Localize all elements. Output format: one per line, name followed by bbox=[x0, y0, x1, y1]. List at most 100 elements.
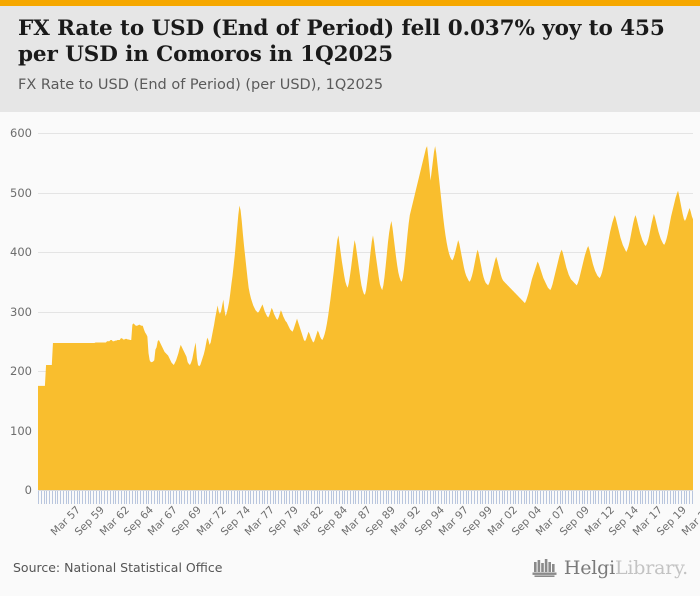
x-axis-tick bbox=[316, 491, 318, 504]
x-axis-tick bbox=[650, 491, 652, 504]
x-axis-tick bbox=[68, 491, 70, 504]
x-axis-tick bbox=[272, 491, 274, 504]
x-axis-tick bbox=[678, 491, 680, 504]
x-axis-tick bbox=[360, 491, 362, 504]
page-title: FX Rate to USD (End of Period) fell 0.03… bbox=[18, 16, 665, 67]
x-axis-tick bbox=[603, 491, 605, 504]
x-axis-tick bbox=[217, 491, 219, 504]
x-axis-tick bbox=[181, 491, 183, 504]
y-axis-tick-label: 500 bbox=[10, 185, 32, 200]
logo-suffix: Library. bbox=[615, 557, 688, 579]
x-axis-tick bbox=[570, 491, 572, 504]
x-axis-tick bbox=[656, 491, 658, 504]
x-axis-tick bbox=[427, 491, 429, 504]
x-axis-tick bbox=[672, 491, 674, 504]
x-axis-tick bbox=[537, 491, 539, 504]
x-axis-tick bbox=[443, 491, 445, 504]
x-axis-tick bbox=[167, 491, 169, 504]
x-axis-tick bbox=[156, 491, 158, 504]
x-axis-tick bbox=[647, 491, 649, 504]
plot-region: 0 100 200 300 400 500 600 bbox=[10, 126, 693, 497]
x-axis-tick bbox=[385, 491, 387, 504]
x-axis-tick bbox=[382, 491, 384, 504]
x-axis-tick bbox=[280, 491, 282, 504]
x-axis-tick bbox=[542, 491, 544, 504]
x-axis-tick bbox=[377, 491, 379, 504]
library-building-icon bbox=[532, 559, 557, 577]
x-axis-tick bbox=[578, 491, 580, 504]
x-axis-tick bbox=[242, 491, 244, 504]
x-axis-tick bbox=[164, 491, 166, 504]
x-axis-tick bbox=[324, 491, 326, 504]
x-axis-tick bbox=[551, 491, 553, 504]
x-axis-tick bbox=[269, 491, 271, 504]
x-axis-tick bbox=[62, 491, 64, 504]
x-axis-tick bbox=[498, 491, 500, 504]
x-axis-tick bbox=[311, 491, 313, 504]
x-axis-tick bbox=[300, 491, 302, 504]
x-axis-tick bbox=[267, 491, 269, 504]
x-axis-tick bbox=[178, 491, 180, 504]
x-axis-tick bbox=[625, 491, 627, 504]
x-axis-tick bbox=[95, 491, 97, 504]
x-axis-tick bbox=[440, 491, 442, 504]
x-axis-tick bbox=[515, 491, 517, 504]
x-axis-tick bbox=[545, 491, 547, 504]
x-axis-tick bbox=[465, 491, 467, 504]
x-axis-tick bbox=[407, 491, 409, 504]
x-axis-tick bbox=[90, 491, 92, 504]
x-axis-tick bbox=[283, 491, 285, 504]
x-axis-tick bbox=[589, 491, 591, 504]
x-axis-tick bbox=[642, 491, 644, 504]
x-axis-tick bbox=[336, 491, 338, 504]
x-axis-tick bbox=[338, 491, 340, 504]
x-axis-tick bbox=[250, 491, 252, 504]
x-axis-tick bbox=[487, 491, 489, 504]
x-axis-tick bbox=[631, 491, 633, 504]
x-axis-tick bbox=[54, 491, 56, 504]
x-axis-tick bbox=[297, 491, 299, 504]
x-axis-tick bbox=[109, 491, 111, 504]
x-axis-tick bbox=[471, 491, 473, 504]
x-axis-tick bbox=[264, 491, 266, 504]
x-axis-tick bbox=[661, 491, 663, 504]
x-axis-tick bbox=[126, 491, 128, 504]
x-axis-tick bbox=[634, 491, 636, 504]
x-axis-tick bbox=[639, 491, 641, 504]
x-axis-tick bbox=[258, 491, 260, 504]
x-axis-tick bbox=[358, 491, 360, 504]
x-axis-tick bbox=[82, 491, 84, 504]
x-axis-tick bbox=[49, 491, 51, 504]
x-axis-tick bbox=[123, 491, 125, 504]
x-axis-tick bbox=[145, 491, 147, 504]
x-axis-tick bbox=[247, 491, 249, 504]
x-axis-tick bbox=[645, 491, 647, 504]
x-axis-tick bbox=[490, 491, 492, 504]
x-axis-tick bbox=[355, 491, 357, 504]
top-accent-bar bbox=[0, 0, 700, 6]
x-axis-tick bbox=[352, 491, 354, 504]
helgi-library-logo[interactable]: HelgiLibrary. bbox=[532, 557, 688, 579]
x-axis-tick bbox=[289, 491, 291, 504]
x-axis-tick bbox=[349, 491, 351, 504]
x-axis-tick bbox=[363, 491, 365, 504]
gridline bbox=[38, 252, 693, 253]
x-axis-tick bbox=[482, 491, 484, 504]
gridline bbox=[38, 133, 693, 134]
x-axis-tick bbox=[548, 491, 550, 504]
x-axis-tick bbox=[595, 491, 597, 504]
x-axis-tick bbox=[446, 491, 448, 504]
x-axis-tick bbox=[675, 491, 677, 504]
x-axis-tick bbox=[101, 491, 103, 504]
x-axis-tick bbox=[421, 491, 423, 504]
y-axis-tick-label: 400 bbox=[10, 245, 32, 259]
x-axis-tick bbox=[454, 491, 456, 504]
x-axis-tick bbox=[388, 491, 390, 504]
x-axis-tick bbox=[43, 491, 45, 504]
x-axis-tick bbox=[162, 491, 164, 504]
x-axis-tick bbox=[496, 491, 498, 504]
x-axis-tick bbox=[294, 491, 296, 504]
x-axis-tick bbox=[396, 491, 398, 504]
x-axis-tick bbox=[115, 491, 117, 504]
x-axis-tick bbox=[584, 491, 586, 504]
